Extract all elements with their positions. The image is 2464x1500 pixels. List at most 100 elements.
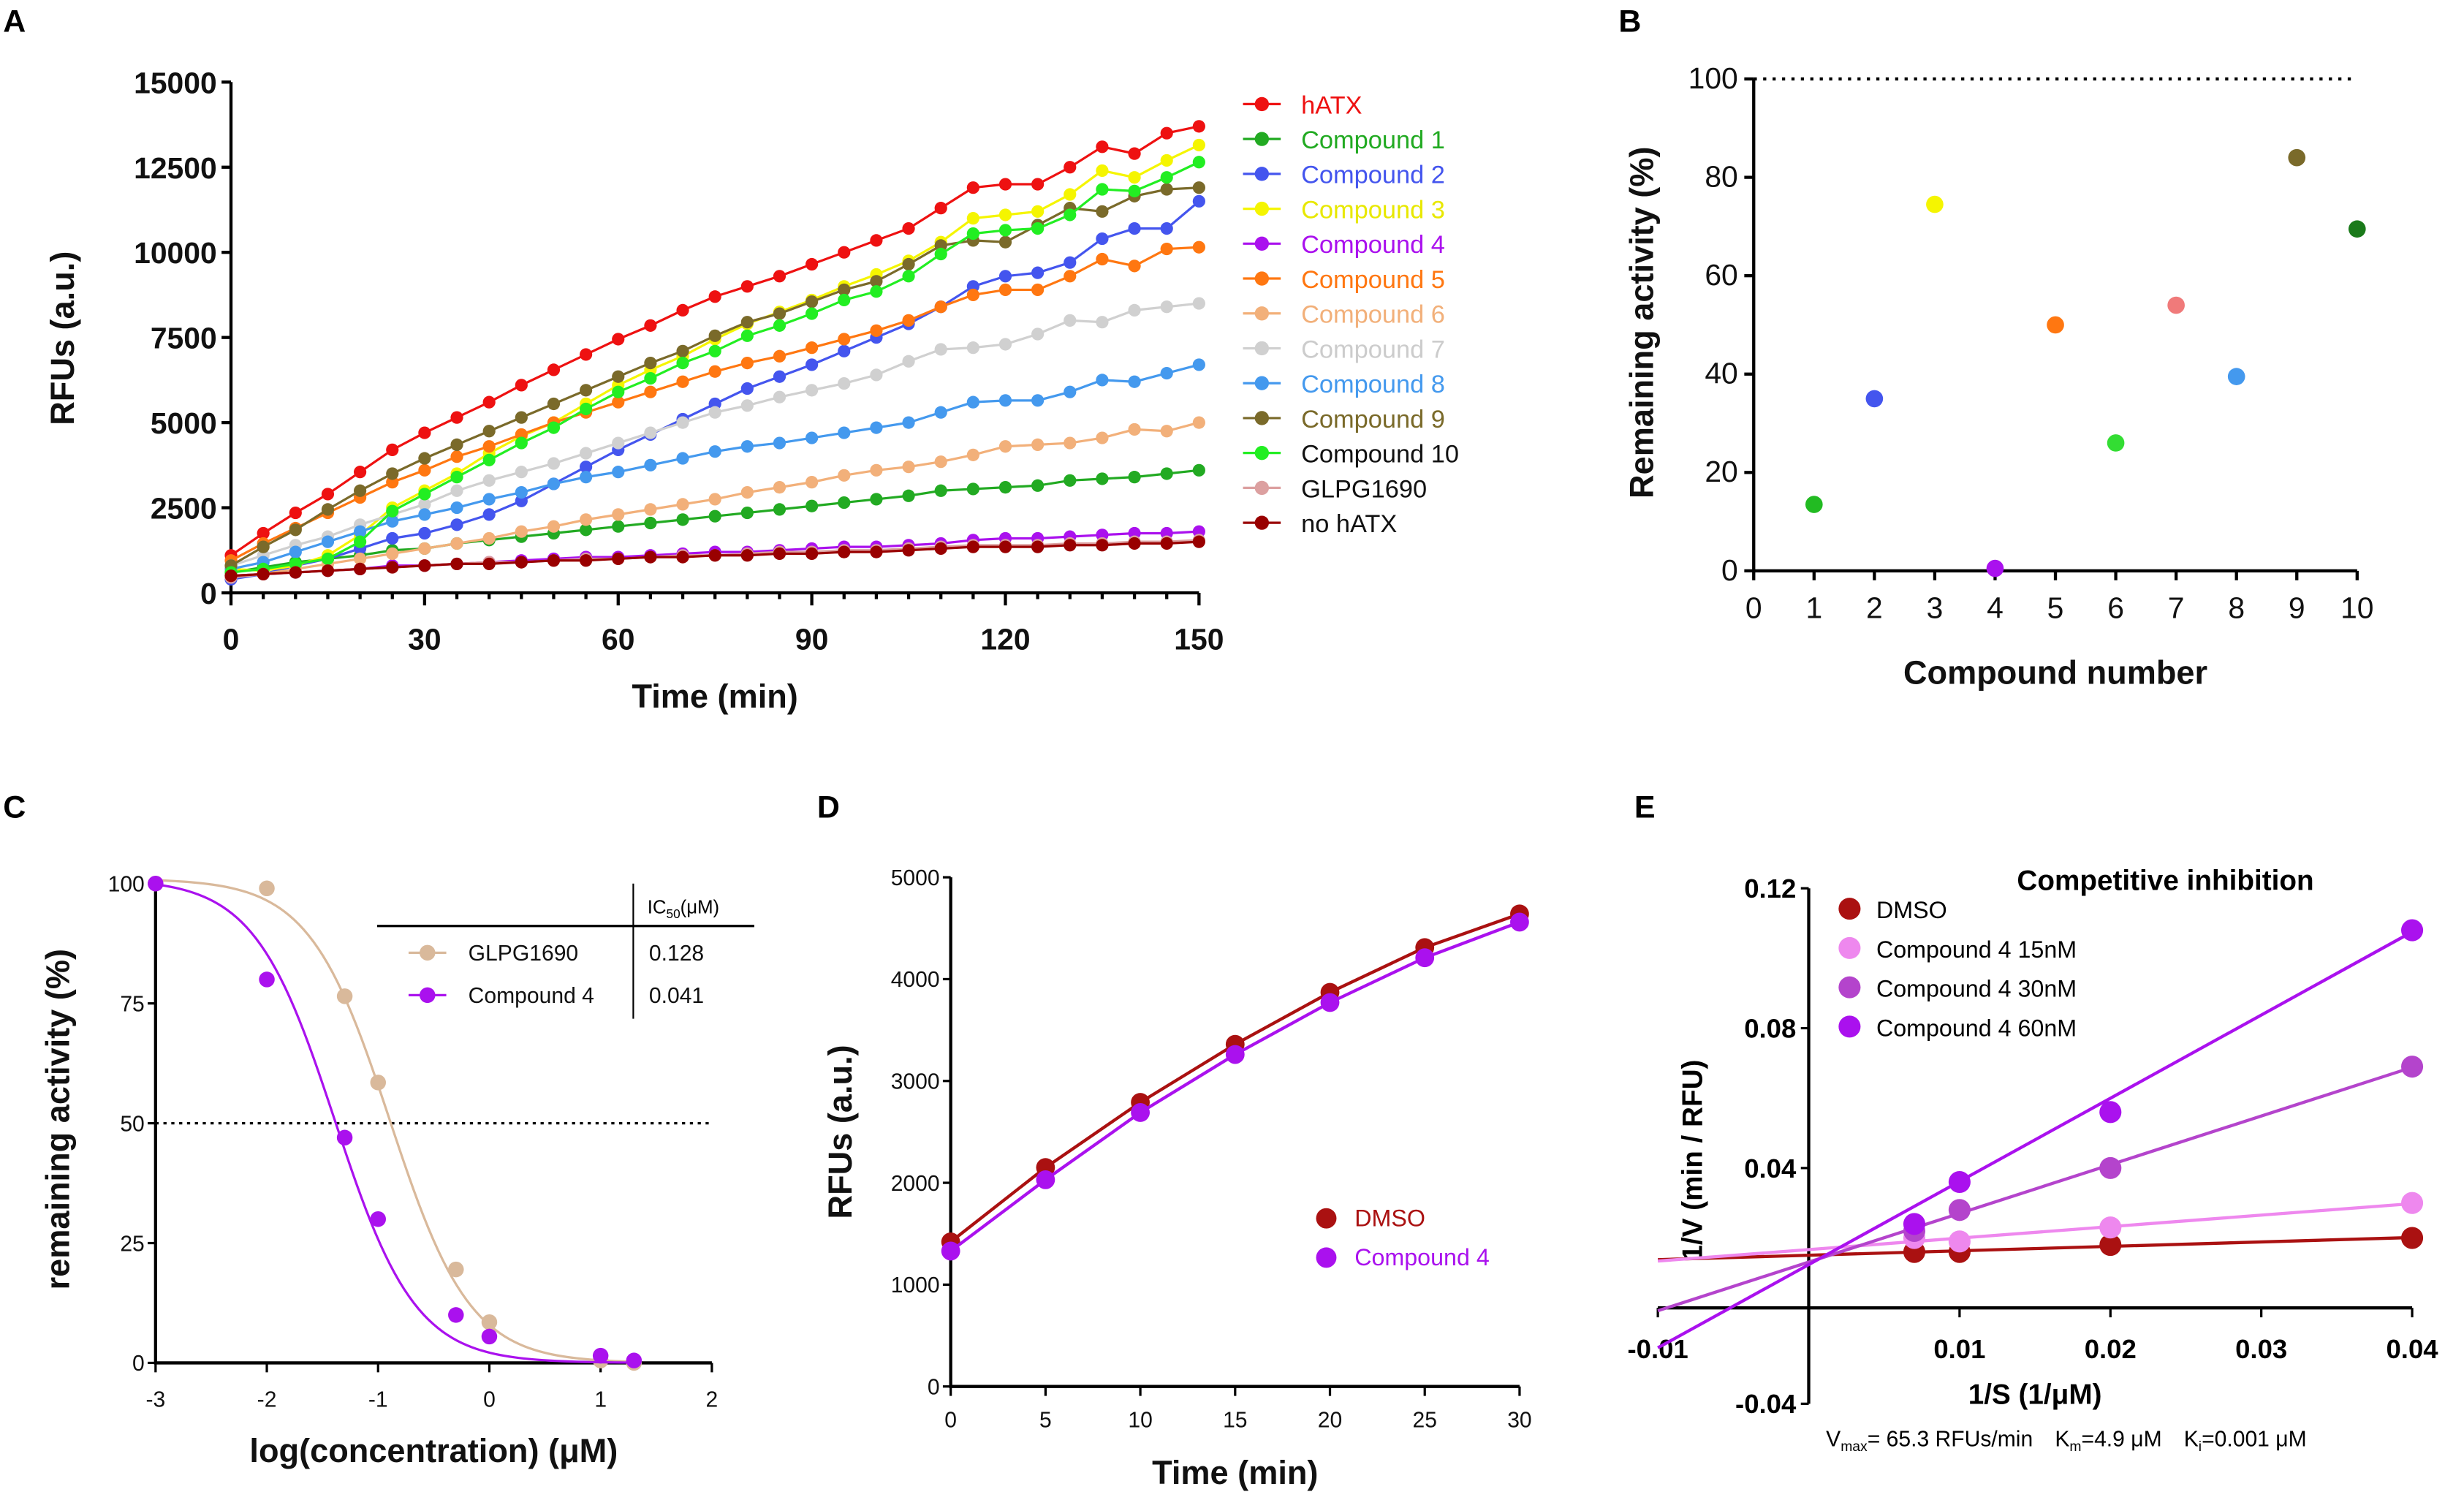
data-point [482,557,496,571]
fit-curve [155,879,634,1363]
data-point [644,550,657,564]
data-point [450,471,463,484]
data-point [1096,205,1109,218]
data-point [1192,358,1205,371]
y-tick-label: 10000 [134,236,217,270]
data-point [2227,368,2245,385]
data-point [1064,256,1077,269]
data-point [1192,297,1205,310]
x-tick-label: -1 [368,1388,388,1412]
data-point [1192,416,1205,429]
series-hatx [224,120,1205,562]
x-tick-label: 0 [223,622,240,656]
x-tick-label: 30 [408,622,441,656]
data-point [450,501,463,515]
x-tick-label: 0.04 [2386,1334,2438,1364]
legend-item: no hATX [1243,510,1397,538]
kinetic-parameters: Vmax= 65.3 RFUs/min Km=4.9 μM Ki=0.001 μM [1826,1427,2307,1454]
data-point [2288,148,2306,167]
y-tick-label: 12500 [134,151,217,185]
data-point [902,257,915,271]
legend-label: GLPG1690 [469,942,579,966]
data-point [676,356,689,370]
legend-marker [1254,480,1270,496]
y-tick-label: 75 [120,992,144,1016]
data-point [257,567,270,580]
data-point [902,222,915,235]
data-point [612,436,625,450]
data-point [708,365,721,378]
data-point [547,421,561,434]
x-tick-label: 1 [1805,591,1822,624]
x-tick-label: 30 [1507,1409,1531,1433]
data-point [2348,220,2366,238]
data-point [934,406,947,419]
data-point [902,461,915,474]
y-tick-label: 2000 [891,1172,940,1196]
data-point [708,406,721,419]
ic50-value: 0.128 [649,942,704,966]
data-point [580,461,593,474]
x-tick-label: 2 [1866,591,1883,624]
x-tick-label: 0.02 [2085,1334,2137,1364]
data-point [592,1347,609,1364]
data-point [1160,222,1173,235]
data-point [644,426,657,439]
y-axis-label: RFUs (a.u.) [44,251,81,425]
data-point [740,549,754,562]
data-point [1948,1199,1971,1221]
y-tick-label: 0 [132,1352,145,1376]
data-point [1805,496,1823,513]
data-point [1192,120,1205,133]
data-point [1064,161,1077,174]
data-point [450,518,463,531]
data-point [547,520,561,533]
data-point [1096,472,1109,485]
data-point [805,295,819,308]
series-compound-4: Compound 4 0.041 [148,875,704,1368]
data-point [482,453,496,466]
data-point [1128,423,1141,436]
data-point [740,316,754,329]
legend-item: hATX [1243,91,1362,119]
data-point [998,235,1012,249]
table-header: IC50(μM) [648,898,719,921]
data-point [870,324,883,337]
series-no-hatx [224,535,1205,583]
panel-label-b: B [1618,4,1641,39]
data-point [838,545,851,558]
legend-marker [1316,1247,1337,1268]
data-point [870,285,883,298]
data-point [547,554,561,567]
regression-line [1658,1235,2413,1262]
data-point [515,556,528,569]
panel-label-a: A [3,4,26,39]
legend-item: Compound 7 [1243,336,1445,363]
data-point [1096,164,1109,178]
data-point [805,476,819,489]
data-point [450,484,463,497]
data-point [612,333,625,346]
x-tick-label: 5 [1039,1409,1052,1433]
y-axis-label: remaining activity (%) [39,949,77,1289]
data-point [1031,283,1045,297]
data-point [998,178,1012,191]
data-point [708,329,721,342]
y-tick-label: 0 [928,1375,940,1399]
data-point [1320,993,1340,1012]
data-point [1510,912,1529,932]
data-point [838,496,851,510]
data-point [644,319,657,332]
x-tick-label: 0.01 [1933,1334,1985,1364]
data-point [2401,919,2424,942]
legend-marker [1254,306,1270,321]
data-point [1160,126,1173,140]
data-point [1948,1230,1971,1253]
data-point [1096,232,1109,246]
data-point [580,513,593,526]
legend-marker [1838,936,1861,959]
data-point [870,421,883,434]
data-point [354,466,367,479]
data-point [1192,138,1205,152]
data-point [515,486,528,499]
